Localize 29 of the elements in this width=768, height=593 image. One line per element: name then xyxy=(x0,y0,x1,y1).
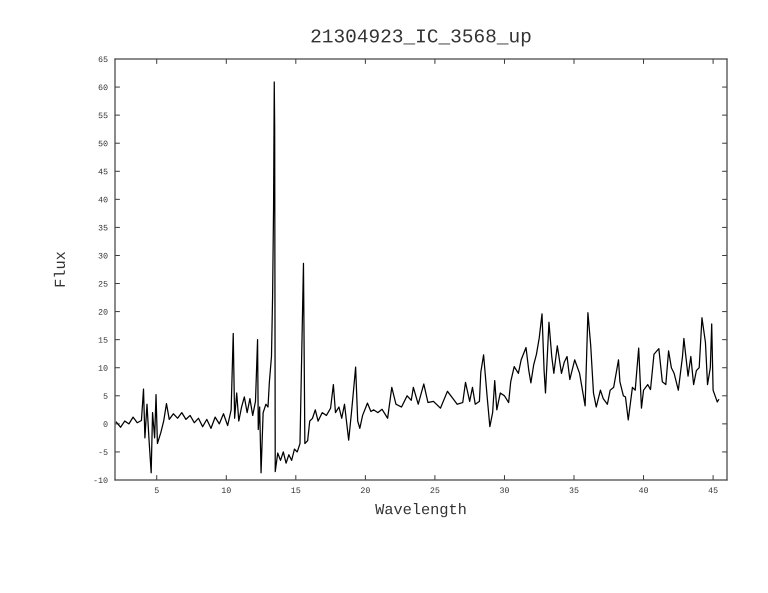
y-tick-label: 30 xyxy=(98,252,108,259)
y-tick-label: 65 xyxy=(98,56,108,62)
x-tick-label: 20 xyxy=(360,487,370,494)
y-tick-label: 35 xyxy=(98,224,108,230)
y-tick-label: 5 xyxy=(104,393,108,399)
y-tick-label: 40 xyxy=(98,196,108,202)
x-tick-label: 45 xyxy=(708,487,718,494)
y-tick-label: 55 xyxy=(98,112,108,118)
y-tick-label: 0 xyxy=(104,421,108,427)
y-tick-label: -10 xyxy=(94,477,108,484)
x-tick-label: 15 xyxy=(291,487,300,494)
chart-title: 21304923_IC_3568_up xyxy=(312,29,531,46)
x-tick-label: 5 xyxy=(154,487,159,494)
y-tick-label: 50 xyxy=(98,140,108,146)
x-tick-label: 40 xyxy=(638,487,648,494)
y-axis-title: Flux xyxy=(54,252,66,286)
x-tick-label: 25 xyxy=(430,487,440,494)
y-tick-label: 20 xyxy=(98,309,108,315)
x-axis-title: Wavelength xyxy=(375,503,466,518)
x-tick-label: 10 xyxy=(222,487,231,494)
y-tick-label: 10 xyxy=(98,365,108,371)
x-tick-label: 30 xyxy=(500,487,509,494)
y-tick-label: 25 xyxy=(98,280,108,287)
y-tick-label: 45 xyxy=(98,168,108,174)
y-tick-label: 60 xyxy=(98,84,108,90)
y-tick-label: -5 xyxy=(99,449,108,456)
line-series xyxy=(116,81,720,474)
x-tick-label: 35 xyxy=(570,487,578,494)
y-tick-label: 15 xyxy=(98,337,108,343)
